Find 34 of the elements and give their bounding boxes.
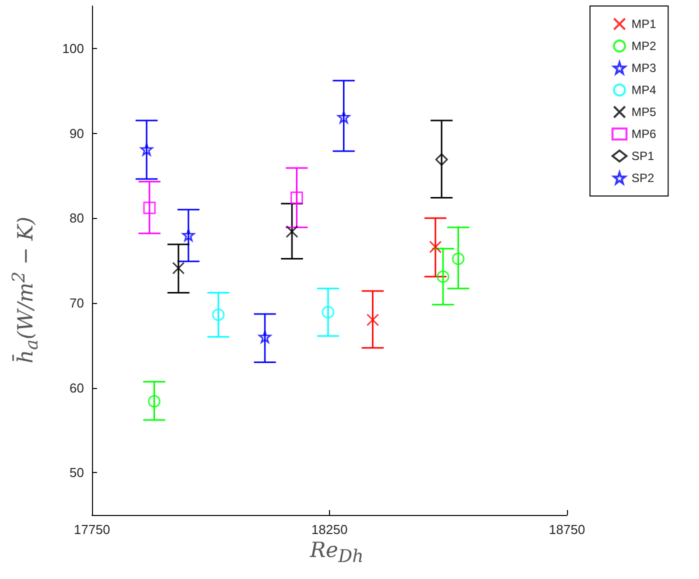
y-tick-label: 100 [62, 40, 84, 56]
point [258, 330, 272, 344]
point [286, 225, 298, 238]
x-tick-label: 18750 [548, 522, 586, 537]
y-tick-label: 70 [70, 295, 84, 310]
legend-label: MP4 [632, 83, 656, 97]
y-tick-label: 90 [70, 126, 84, 141]
x-tick-label: 18250 [311, 522, 348, 537]
legend-label: MP3 [632, 61, 656, 75]
legend-label: MP2 [632, 39, 656, 53]
point [212, 308, 225, 322]
point [338, 110, 350, 124]
point [140, 143, 153, 156]
y-tick-label: 50 [70, 465, 84, 480]
x-axis-title: Re$_{Dh}$ [310, 538, 364, 568]
point [182, 228, 195, 242]
legend-label: SP2 [632, 171, 655, 185]
point [143, 202, 156, 214]
point [436, 270, 450, 283]
point [435, 153, 448, 166]
x-tick-label: 17750 [74, 522, 110, 537]
legend-label: MP1 [632, 17, 656, 31]
legend-label: MP6 [632, 127, 656, 141]
point [322, 306, 334, 318]
point [452, 252, 464, 266]
legend-label: SP1 [632, 149, 655, 163]
point [290, 191, 303, 204]
y-tick-label: 60 [70, 380, 84, 396]
point [148, 395, 160, 408]
point [172, 262, 185, 274]
y-tick-label: 80 [70, 210, 84, 226]
point [366, 314, 379, 326]
legend-label: MP5 [632, 105, 656, 119]
point [429, 240, 442, 254]
